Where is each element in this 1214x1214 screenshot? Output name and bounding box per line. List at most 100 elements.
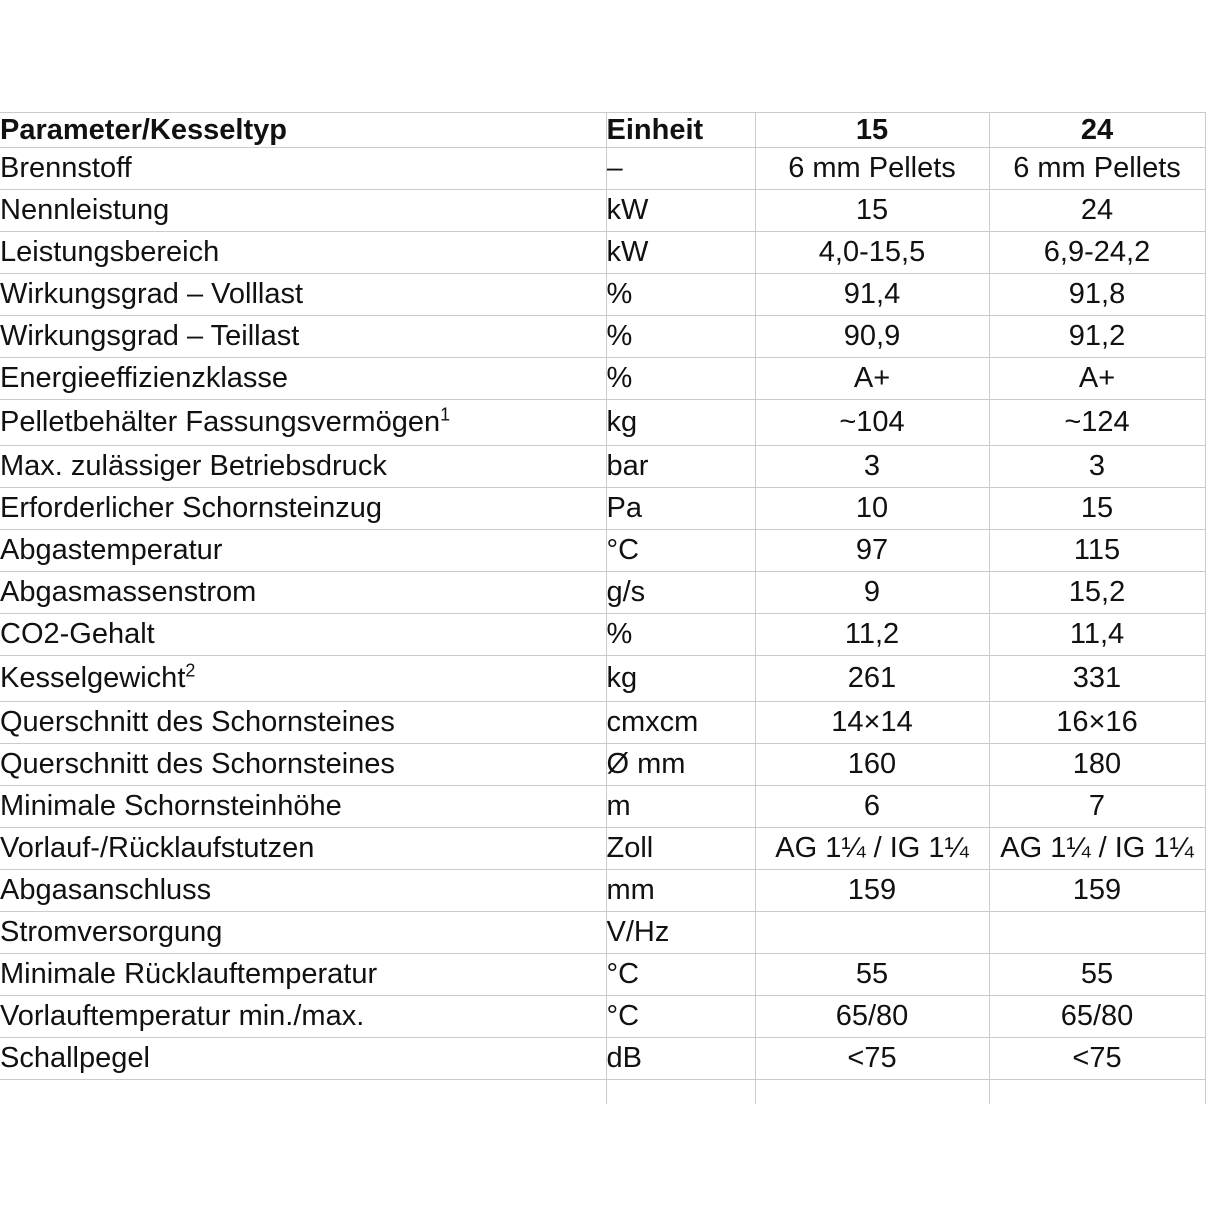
table-row: Wirkungsgrad – Volllast % 91,4 91,8 — [0, 273, 1206, 316]
value-cell-24: 3 — [989, 445, 1206, 488]
value-cell-24: <75 — [989, 1037, 1206, 1080]
value-cell-15: ~104 — [755, 399, 990, 446]
table-row: Schallpegel dB <75 <75 — [0, 1037, 1206, 1080]
col-header-parameter: Parameter/Kesseltyp — [0, 112, 607, 148]
value-cell-15: 10 — [755, 487, 990, 530]
parameter-cell: Vorlauf-/Rücklaufstutzen — [0, 827, 607, 870]
table-row: Energieeffizienzklasse % A+ A+ — [0, 357, 1206, 400]
value-cell-15 — [755, 911, 990, 954]
value-cell-15: <75 — [755, 1037, 990, 1080]
parameter-label: Leistungsbereich — [0, 236, 220, 268]
parameter-cell: Max. zulässiger Betriebsdruck — [0, 445, 607, 488]
value-cell-24: 159 — [989, 869, 1206, 912]
table-row: Pelletbehälter Fassungsvermögen1 kg ~104… — [0, 399, 1206, 446]
parameter-cell: Abgasmassenstrom — [0, 571, 607, 614]
table-header: Parameter/Kesseltyp Einheit 15 24 — [0, 112, 1206, 148]
value-cell-24: 11,4 — [989, 613, 1206, 656]
unit-cell: % — [606, 357, 756, 400]
unit-cell: % — [606, 613, 756, 656]
table-body: Brennstoff – 6 mm Pellets 6 mm Pellets N… — [0, 147, 1206, 1104]
parameter-cell: Abgasanschluss — [0, 869, 607, 912]
unit-cell: mm — [606, 869, 756, 912]
unit-cell: % — [606, 315, 756, 358]
unit-cell: Ø mm — [606, 743, 756, 786]
parameter-label: Wirkungsgrad – Teillast — [0, 320, 300, 352]
value-cell-24: ~124 — [989, 399, 1206, 446]
footnote-superscript: 1 — [440, 404, 451, 425]
value-cell-24: 115 — [989, 529, 1206, 572]
table-row: Minimale Schornsteinhöhe m 6 7 — [0, 785, 1206, 828]
parameter-cell: Querschnitt des Schornsteines — [0, 743, 607, 786]
unit-cell: kg — [606, 655, 756, 702]
value-cell-24: A+ — [989, 357, 1206, 400]
unit-cell: Zoll — [606, 827, 756, 870]
parameter-cell: CO2-Gehalt — [0, 613, 607, 656]
empty-stub-row — [0, 1079, 1206, 1104]
parameter-cell: Minimale Rücklauftemperatur — [0, 953, 607, 996]
value-cell-24: 7 — [989, 785, 1206, 828]
value-cell-15: 90,9 — [755, 315, 990, 358]
value-cell-15: 9 — [755, 571, 990, 614]
parameter-label: Stromversorgung — [0, 916, 223, 948]
parameter-cell: Pelletbehälter Fassungsvermögen1 — [0, 399, 607, 446]
parameter-label: Schallpegel — [0, 1042, 150, 1074]
value-cell-24: 91,8 — [989, 273, 1206, 316]
table-row: Querschnitt des Schornsteines Ø mm 160 1… — [0, 743, 1206, 786]
value-cell-15: A+ — [755, 357, 990, 400]
datasheet-page: Parameter/Kesseltyp Einheit 15 24 Brenns… — [0, 112, 1206, 1104]
parameter-label: Vorlauftemperatur min./max. — [0, 1000, 365, 1032]
table-row: Abgasmassenstrom g/s 9 15,2 — [0, 571, 1206, 614]
unit-cell: bar — [606, 445, 756, 488]
unit-cell: cmxcm — [606, 701, 756, 744]
parameter-label: Vorlauf-/Rücklaufstutzen — [0, 832, 315, 864]
value-cell-24: 55 — [989, 953, 1206, 996]
value-cell-15: 55 — [755, 953, 990, 996]
unit-cell: kW — [606, 231, 756, 274]
unit-cell: g/s — [606, 571, 756, 614]
unit-cell: Pa — [606, 487, 756, 530]
parameter-cell: Energieeffizienzklasse — [0, 357, 607, 400]
parameter-label: Brennstoff — [0, 152, 132, 184]
table-row: Max. zulässiger Betriebsdruck bar 3 3 — [0, 445, 1206, 488]
value-cell-15: 91,4 — [755, 273, 990, 316]
value-cell-24: 16×16 — [989, 701, 1206, 744]
unit-cell: % — [606, 273, 756, 316]
value-cell-15: AG 1¼ / IG 1¼ — [755, 827, 990, 870]
value-cell-15: 4,0-15,5 — [755, 231, 990, 274]
spec-table: Parameter/Kesseltyp Einheit 15 24 Brenns… — [0, 112, 1206, 1104]
table-row: Minimale Rücklauftemperatur °C 55 55 — [0, 953, 1206, 996]
parameter-cell: Kesselgewicht2 — [0, 655, 607, 702]
value-cell-15 — [755, 1079, 990, 1104]
parameter-cell: Leistungsbereich — [0, 231, 607, 274]
value-cell-15: 6 mm Pellets — [755, 147, 990, 190]
table-row: Querschnitt des Schornsteines cmxcm 14×1… — [0, 701, 1206, 744]
parameter-cell — [0, 1079, 607, 1104]
col-header-model-15: 15 — [755, 112, 990, 148]
unit-cell: °C — [606, 529, 756, 572]
parameter-cell: Querschnitt des Schornsteines — [0, 701, 607, 744]
table-row: Abgastemperatur °C 97 115 — [0, 529, 1206, 572]
table-row: Erforderlicher Schornsteinzug Pa 10 15 — [0, 487, 1206, 530]
value-cell-24: 331 — [989, 655, 1206, 702]
value-cell-15: 14×14 — [755, 701, 990, 744]
value-cell-24: AG 1¼ / IG 1¼ — [989, 827, 1206, 870]
header-row: Parameter/Kesseltyp Einheit 15 24 — [0, 112, 1206, 148]
parameter-label: Erforderlicher Schornsteinzug — [0, 492, 383, 524]
parameter-cell: Abgastemperatur — [0, 529, 607, 572]
value-cell-15: 261 — [755, 655, 990, 702]
parameter-label: Abgasmassenstrom — [0, 576, 257, 608]
parameter-label: Abgastemperatur — [0, 534, 223, 566]
value-cell-24: 180 — [989, 743, 1206, 786]
unit-cell: – — [606, 147, 756, 190]
parameter-label: Nennleistung — [0, 194, 170, 226]
parameter-cell: Minimale Schornsteinhöhe — [0, 785, 607, 828]
table-row: CO2-Gehalt % 11,2 11,4 — [0, 613, 1206, 656]
value-cell-15: 97 — [755, 529, 990, 572]
value-cell-24: 6,9-24,2 — [989, 231, 1206, 274]
table-row: Nennleistung kW 15 24 — [0, 189, 1206, 232]
parameter-cell: Vorlauftemperatur min./max. — [0, 995, 607, 1038]
parameter-label: Max. zulässiger Betriebsdruck — [0, 450, 387, 482]
value-cell-15: 15 — [755, 189, 990, 232]
table-row: Kesselgewicht2 kg 261 331 — [0, 655, 1206, 702]
parameter-cell: Wirkungsgrad – Volllast — [0, 273, 607, 316]
